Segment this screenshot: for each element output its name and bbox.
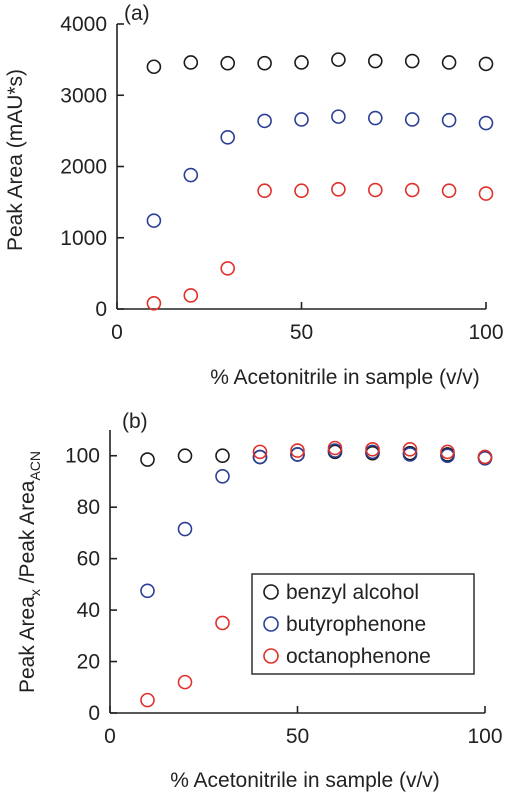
point-octanophenone xyxy=(365,441,380,457)
panel-b-y-tick-label: 60 xyxy=(77,548,100,571)
point-butyrophenone xyxy=(367,110,383,126)
point-butyrophenone xyxy=(215,469,230,484)
point-butyrophenone xyxy=(252,449,268,465)
panel-b-y-label-sub-x: x xyxy=(27,589,43,596)
point-benzyl-alcohol xyxy=(220,55,235,71)
point-butyrophenone xyxy=(257,113,272,129)
panel-a-ticks xyxy=(116,23,487,310)
panel-b-y-tick-label: 20 xyxy=(77,651,100,674)
panel-b-x-tick-label: 100 xyxy=(467,725,502,748)
panel-b-points xyxy=(140,440,493,708)
panel-a-x-tick-label: 50 xyxy=(290,321,313,344)
legend-entries: benzyl alcohol butyrophenone octanophenone xyxy=(263,581,431,668)
point-octanophenone xyxy=(402,441,418,457)
point-octanophenone xyxy=(440,444,455,460)
panel-a-y-tick-label: 4000 xyxy=(60,13,107,36)
point-butyrophenone xyxy=(404,112,420,127)
panel-a-x-axis-label: % Acetonitrile in sample (v/v) xyxy=(210,366,480,389)
point-benzyl-alcohol xyxy=(146,59,162,75)
panel-b-y-axis-label: Peak Areax /Peak AreaACN xyxy=(16,451,43,693)
panel-b-tick-labels: 0 50 100 0 20 40 60 80 100 xyxy=(65,445,503,748)
legend-label-octanophenone: octanophenone xyxy=(286,645,431,668)
point-butyrophenone xyxy=(478,115,494,131)
point-butyrophenone xyxy=(290,447,305,462)
panel-b-x-axis-label: % Acetonitrile in sample (v/v) xyxy=(170,769,440,792)
panel-a-y-tick-label: 1000 xyxy=(60,227,107,250)
point-benzyl-alcohol xyxy=(215,448,230,464)
panel-b-ticks xyxy=(109,454,486,714)
panel-a-y-axis-label: Peak Area (mAU*s) xyxy=(4,69,27,251)
legend-label-benzyl-alcohol: benzyl alcohol xyxy=(286,581,419,604)
panel-a-y-tick-label: 2000 xyxy=(60,156,107,179)
legend-marker-octanophenone xyxy=(263,648,279,664)
point-octanophenone xyxy=(477,449,493,465)
point-benzyl-alcohol xyxy=(404,53,420,69)
panel-b-y-tick-label: 40 xyxy=(77,599,100,622)
point-octanophenone xyxy=(327,440,343,456)
point-octanophenone xyxy=(140,692,155,708)
panel-b-x-tick-label: 0 xyxy=(104,725,116,748)
panel-a-y-tick-label: 0 xyxy=(95,298,107,321)
point-octanophenone xyxy=(177,674,193,690)
legend-label-butyrophenone: butyrophenone xyxy=(286,613,426,636)
panel-b: 0 50 100 0 20 40 60 80 100 (b) % Acetonitrile in… xyxy=(16,410,503,792)
panel-b-y-tick-label: 100 xyxy=(65,445,100,468)
panel-b-y-label-main: Peak Area xyxy=(16,596,39,693)
point-butyrophenone xyxy=(402,447,418,462)
point-butyrophenone xyxy=(140,583,155,599)
point-butyrophenone xyxy=(146,213,162,228)
legend-marker-benzyl-alcohol xyxy=(263,584,279,600)
panel-a-x-tick-label: 100 xyxy=(468,321,503,344)
point-octanophenone xyxy=(290,443,305,458)
point-benzyl-alcohol xyxy=(294,55,309,70)
point-butyrophenone xyxy=(331,109,346,124)
point-butyrophenone xyxy=(441,112,457,128)
panel-b-legend: benzyl alcohol butyrophenone octanophenone xyxy=(251,573,475,675)
panel-a-x-tick-label: 0 xyxy=(111,321,123,344)
point-benzyl-alcohol xyxy=(367,53,383,69)
panel-b-y-tick-label: 80 xyxy=(77,496,100,519)
point-benzyl-alcohol xyxy=(140,452,155,467)
point-benzyl-alcohol xyxy=(183,55,199,70)
point-butyrophenone xyxy=(440,448,455,464)
point-benzyl-alcohol xyxy=(177,448,193,464)
point-octanophenone xyxy=(404,182,420,198)
panel-b-x-tick-label: 50 xyxy=(286,725,309,748)
point-butyrophenone xyxy=(177,521,193,537)
point-octanophenone xyxy=(183,288,199,303)
point-benzyl-alcohol xyxy=(331,52,346,67)
panel-a-y-tick-label: 3000 xyxy=(60,84,107,107)
point-benzyl-alcohol xyxy=(441,55,457,70)
point-octanophenone xyxy=(257,183,272,199)
legend-box xyxy=(251,573,475,675)
point-octanophenone xyxy=(441,183,457,199)
point-octanophenone xyxy=(367,182,383,198)
point-butyrophenone xyxy=(220,129,235,145)
panel-a-points xyxy=(146,52,494,311)
point-benzyl-alcohol xyxy=(478,56,494,72)
point-octanophenone xyxy=(146,295,162,311)
legend-marker-butyrophenone xyxy=(263,616,279,632)
point-octanophenone xyxy=(294,183,309,199)
panel-b-y-tick-label: 0 xyxy=(88,702,100,725)
point-octanophenone xyxy=(215,615,230,631)
panel-a-label: (a) xyxy=(124,2,150,25)
point-octanophenone xyxy=(220,261,235,276)
panel-b-label: (b) xyxy=(122,410,148,433)
panel-b-y-label-sub-acn: ACN xyxy=(27,451,43,481)
point-butyrophenone xyxy=(183,167,199,183)
panel-b-y-label-mid: /Peak Area xyxy=(16,480,39,589)
point-octanophenone xyxy=(331,182,346,197)
point-octanophenone xyxy=(252,444,268,460)
point-butyrophenone xyxy=(294,112,309,127)
point-octanophenone xyxy=(478,186,494,201)
point-benzyl-alcohol xyxy=(257,55,272,71)
